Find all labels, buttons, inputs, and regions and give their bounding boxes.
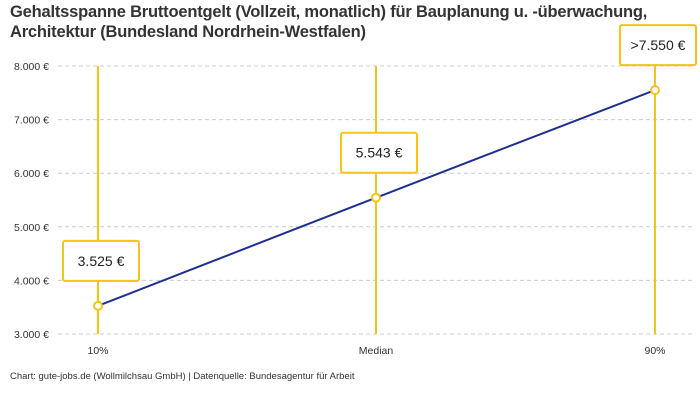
chart-title: Gehaltsspanne Bruttoentgelt (Vollzeit, m… (10, 3, 648, 41)
x-tick-label: 10% (87, 345, 108, 357)
chart-source: Chart: gute-jobs.de (Wollmilchsau GmbH) … (10, 371, 355, 382)
y-tick-label: 8.000 € (14, 61, 49, 73)
y-tick-label: 3.000 € (14, 329, 49, 341)
data-label: 3.525 € (78, 253, 125, 269)
data-point (650, 85, 660, 96)
y-tick-label: 4.000 € (14, 275, 49, 287)
data-label: >7.550 € (631, 37, 686, 53)
x-tick-label: 90% (644, 345, 665, 357)
data-point (371, 192, 381, 203)
data-label: 5.543 € (356, 145, 403, 161)
y-tick-label: 5.000 € (14, 222, 49, 234)
data-label-box (62, 239, 140, 282)
x-tick-label: Median (359, 345, 394, 357)
data-point (93, 300, 103, 311)
y-tick-label: 6.000 € (14, 168, 49, 180)
data-label-box (340, 131, 418, 174)
data-label-box (619, 24, 697, 67)
y-tick-label: 7.000 € (14, 115, 49, 127)
